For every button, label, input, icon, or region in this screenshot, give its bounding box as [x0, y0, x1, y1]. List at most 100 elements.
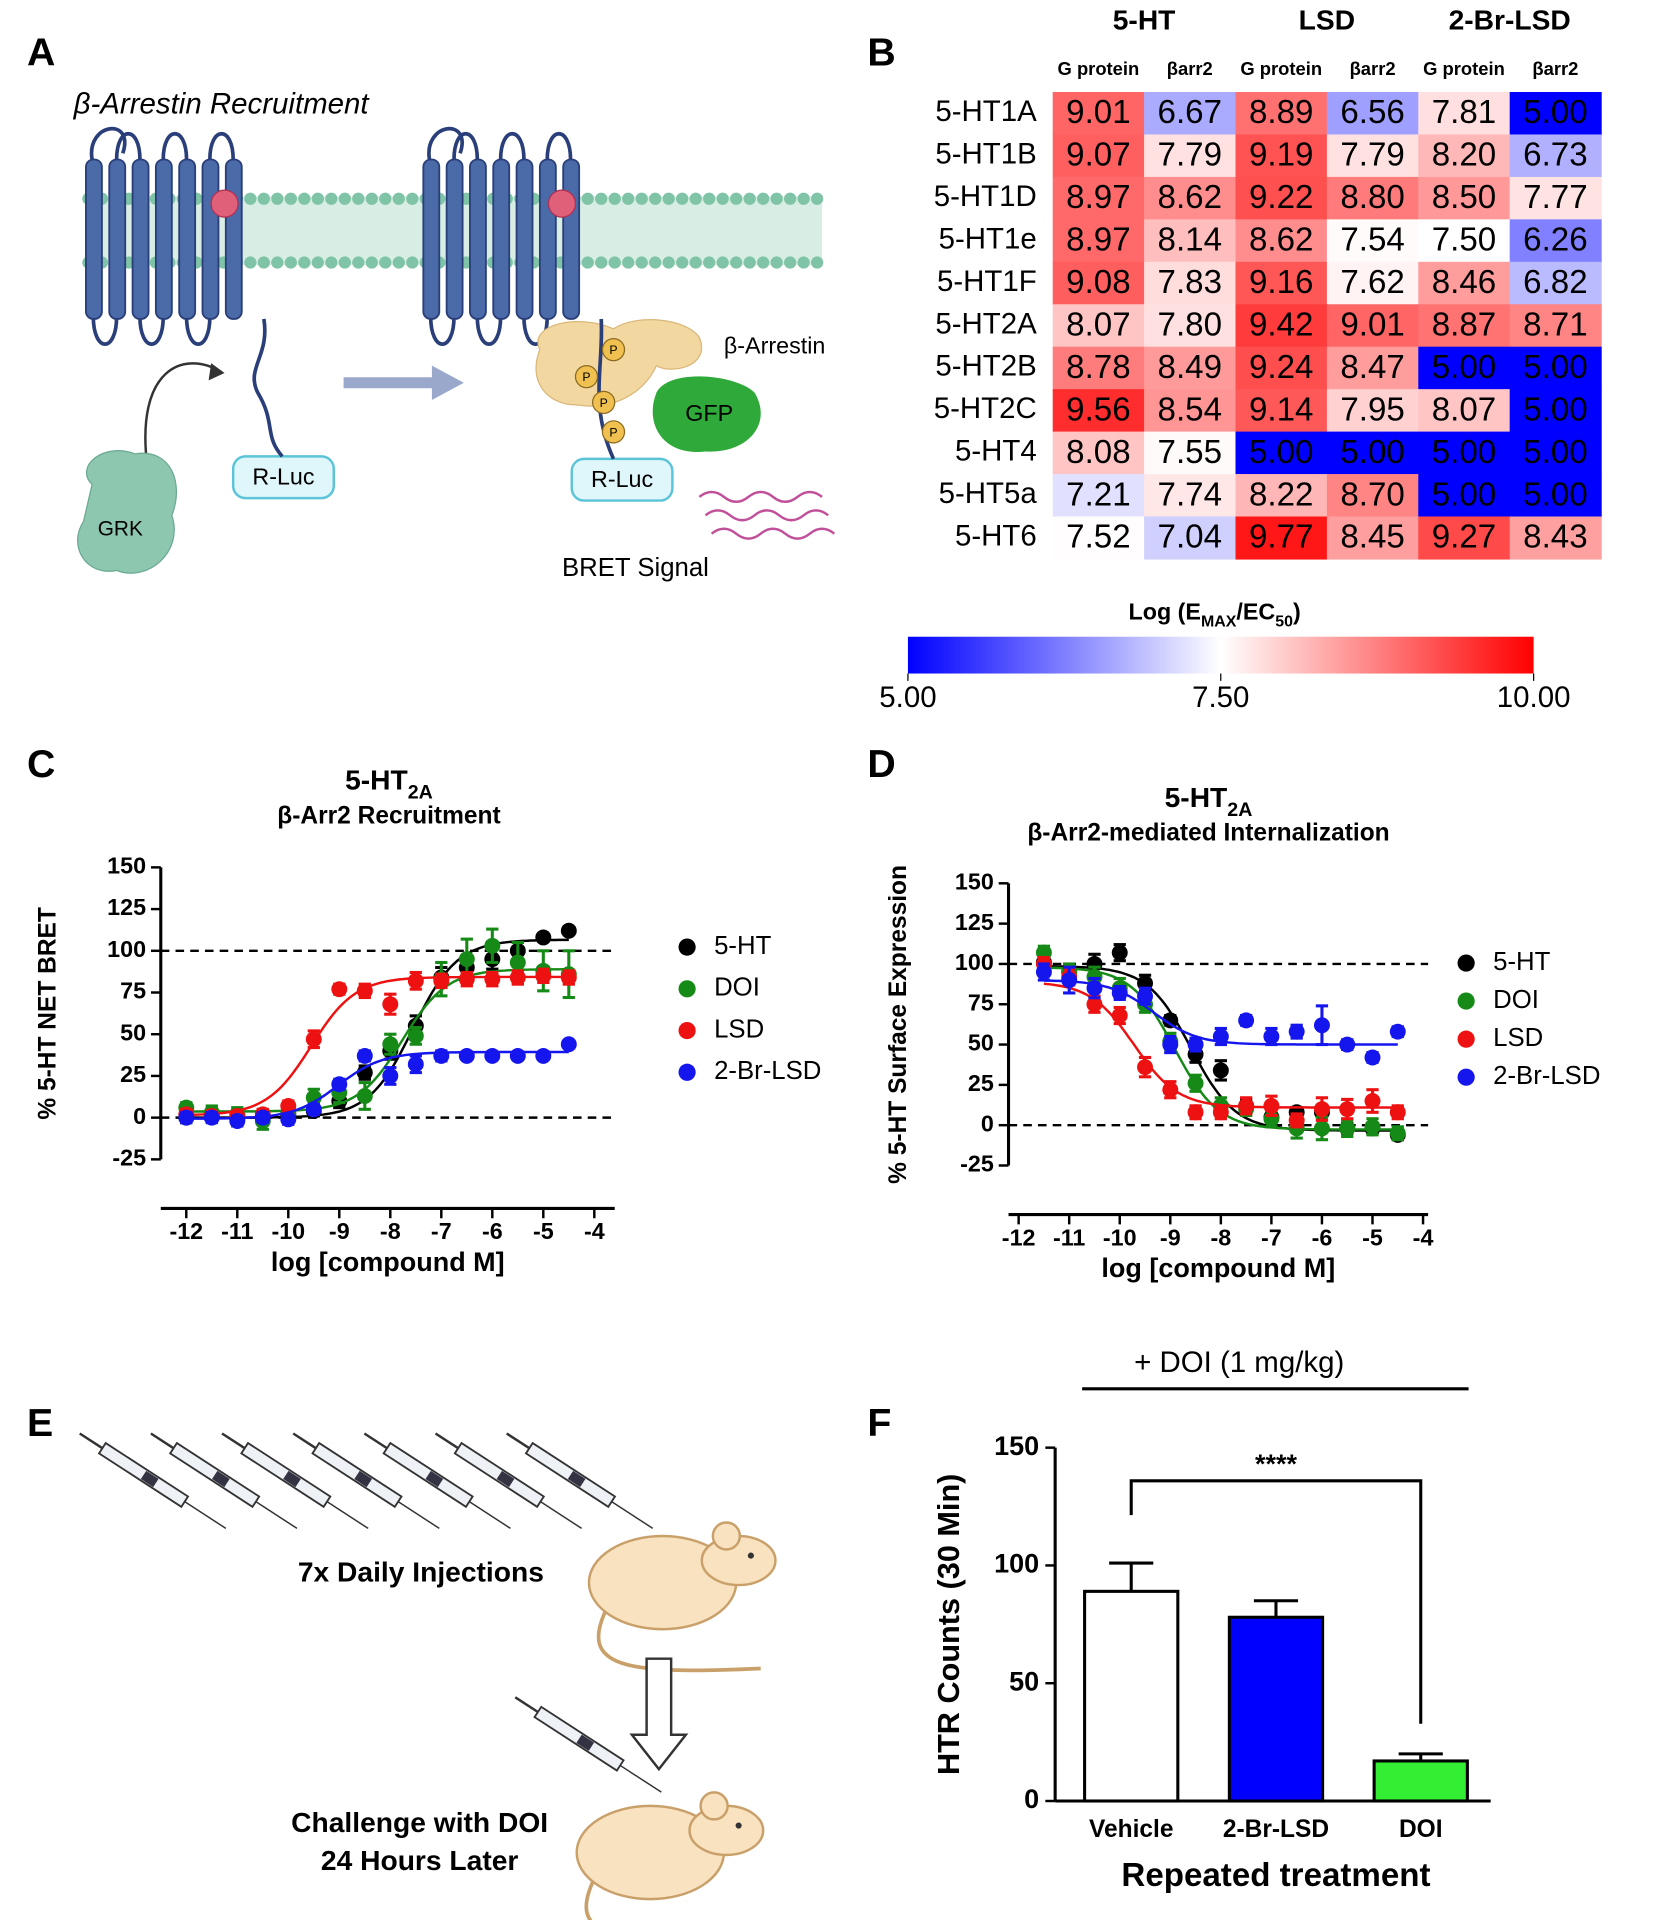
lipid-head — [635, 256, 648, 269]
data-point — [305, 1089, 322, 1106]
cell-label: 9.07 — [1066, 137, 1130, 174]
barrel — [240, 1441, 332, 1509]
heatmap-cell — [1235, 516, 1328, 560]
heatmap-cell — [1052, 516, 1145, 560]
colorbar-label-part: ) — [1293, 599, 1301, 625]
cell-label: 8.89 — [1249, 94, 1313, 131]
cell-label: 9.16 — [1249, 264, 1313, 301]
x-tick-label: -9 — [329, 1218, 350, 1244]
helix — [492, 158, 511, 320]
lipid-head — [352, 192, 365, 205]
down-arrow — [629, 1657, 689, 1772]
loop — [138, 316, 166, 346]
liquid — [140, 1470, 159, 1488]
data-point — [1263, 1028, 1280, 1045]
heatmap-cell — [1235, 431, 1328, 475]
heatmap-cell — [1052, 389, 1145, 433]
heatmap-cell — [1509, 261, 1602, 305]
y-axis-label: % 5-HT NET BRET — [35, 907, 62, 1120]
helix — [445, 158, 464, 320]
x-tick-label: DOI — [1399, 1816, 1443, 1843]
y-tick-label: 75 — [120, 978, 146, 1004]
row-label: 5-HT6 — [955, 520, 1037, 553]
colorbar-tick-label: 5.00 — [879, 681, 936, 714]
cell-label: 8.78 — [1066, 349, 1130, 386]
helix — [562, 158, 581, 320]
needle — [255, 1501, 298, 1530]
loop — [91, 316, 119, 346]
syringe — [514, 1696, 662, 1793]
data-point — [1212, 1104, 1229, 1121]
cell-label: 7.79 — [1158, 137, 1222, 174]
n-terminus — [427, 126, 464, 160]
bar — [1372, 1759, 1469, 1803]
x-tick-label: Vehicle — [1089, 1816, 1174, 1843]
lipid-head — [703, 192, 716, 205]
lipid-head — [392, 256, 405, 269]
heatmap-cell — [1326, 389, 1419, 433]
cell-label: 5.00 — [1432, 434, 1496, 471]
chart-title: 5-HT2A — [1165, 781, 1253, 821]
cell-label: 5.00 — [1523, 434, 1587, 471]
cell-label: 9.01 — [1066, 94, 1130, 131]
colorbar-label-part: Log (E — [1129, 599, 1201, 625]
heatmap-cell — [1326, 516, 1419, 560]
lipid-head — [608, 256, 621, 269]
heatmap-cell — [1418, 389, 1511, 433]
data-point — [535, 929, 552, 946]
cell-label: 8.46 — [1432, 264, 1496, 301]
cell-label: 7.04 — [1158, 519, 1222, 556]
row-label: 5-HT2A — [935, 307, 1037, 340]
legend-label: DOI — [1493, 986, 1539, 1014]
panel-a-title: β-Arrestin Recruitment — [73, 87, 371, 120]
legend-marker — [1457, 1030, 1475, 1048]
x-axis-label: log [compound M] — [271, 1247, 505, 1277]
arrestin-label: β-Arrestin — [724, 332, 825, 358]
cell-label: 5.00 — [1432, 476, 1496, 513]
heatmap-cell — [1418, 261, 1511, 305]
heatmap-cell — [1509, 134, 1602, 178]
heatmap-cell — [1418, 431, 1511, 475]
y-tick-label: 25 — [968, 1070, 994, 1096]
heatmap-cell — [1326, 219, 1419, 263]
lipid-head — [811, 256, 824, 269]
x-tick-label: -11 — [1053, 1224, 1085, 1250]
data-point — [1313, 1017, 1330, 1034]
data-point — [1212, 1028, 1229, 1045]
cell-label: 7.52 — [1066, 519, 1130, 556]
y-tick-label: 100 — [994, 1549, 1039, 1579]
data-point — [1313, 1120, 1330, 1137]
heatmap-cell — [1144, 134, 1237, 178]
needle — [468, 1501, 511, 1530]
column-label: βarr2 — [1167, 58, 1213, 79]
cell-label: 8.20 — [1432, 137, 1496, 174]
column-group: 5-HT — [1113, 4, 1176, 36]
column-label: G protein — [1423, 58, 1505, 79]
lipid-head — [730, 192, 743, 205]
heatmap-cell — [1418, 219, 1511, 263]
x-tick-label: -7 — [1261, 1224, 1282, 1250]
heatmap-cell — [1418, 92, 1511, 136]
data-point — [356, 1047, 373, 1064]
lipid-head — [703, 256, 716, 269]
helix — [422, 158, 441, 320]
lipid-head — [406, 192, 419, 205]
cell-label: 8.50 — [1432, 179, 1496, 216]
cell-label: 8.47 — [1340, 349, 1404, 386]
cell-label: 8.54 — [1158, 391, 1222, 428]
chart-title-part: 2A — [408, 782, 433, 804]
column-group: 2-Br-LSD — [1449, 4, 1571, 36]
bar — [1227, 1615, 1325, 1803]
data-point — [1035, 964, 1052, 980]
data-point — [560, 1036, 577, 1053]
syringe — [150, 1432, 298, 1530]
lipid-head — [257, 256, 270, 269]
legend-marker — [1457, 954, 1475, 972]
data-point — [560, 922, 577, 939]
liquid — [212, 1470, 230, 1488]
cell-label: 7.55 — [1158, 434, 1222, 471]
cell-label: 7.95 — [1340, 391, 1404, 428]
data-point — [1162, 1081, 1179, 1098]
y-tick-label: 0 — [1024, 1784, 1039, 1814]
